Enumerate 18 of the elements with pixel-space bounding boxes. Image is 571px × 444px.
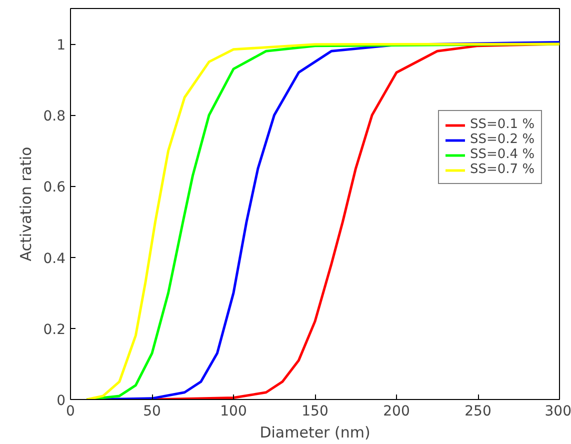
y-tick-label: 0 xyxy=(56,393,66,409)
x-axis-title: Diameter (nm) xyxy=(260,424,370,442)
x-tick-label: 200 xyxy=(383,404,410,420)
y-tick-label: 1 xyxy=(56,38,66,54)
x-tick-label: 50 xyxy=(143,404,161,420)
y-tick-label: 0.4 xyxy=(43,250,66,267)
x-tick-label: 150 xyxy=(302,404,328,420)
y-axis-title: Activation ratio xyxy=(17,146,36,262)
y-tick-label: 0.6 xyxy=(43,180,66,196)
y-tick-label: 0.8 xyxy=(43,108,66,125)
x-tick-label: 250 xyxy=(464,404,492,420)
x-tick-label: 300 xyxy=(544,404,571,420)
legend-label: SS=0.2 % xyxy=(470,132,535,147)
legend-label: SS=0.4 % xyxy=(470,147,535,162)
x-tick-label: 100 xyxy=(220,404,247,420)
y-tick-label: 0.2 xyxy=(43,322,66,338)
legend-label: SS=0.1 % xyxy=(470,117,535,132)
legend-label: SS=0.7 % xyxy=(470,162,535,177)
